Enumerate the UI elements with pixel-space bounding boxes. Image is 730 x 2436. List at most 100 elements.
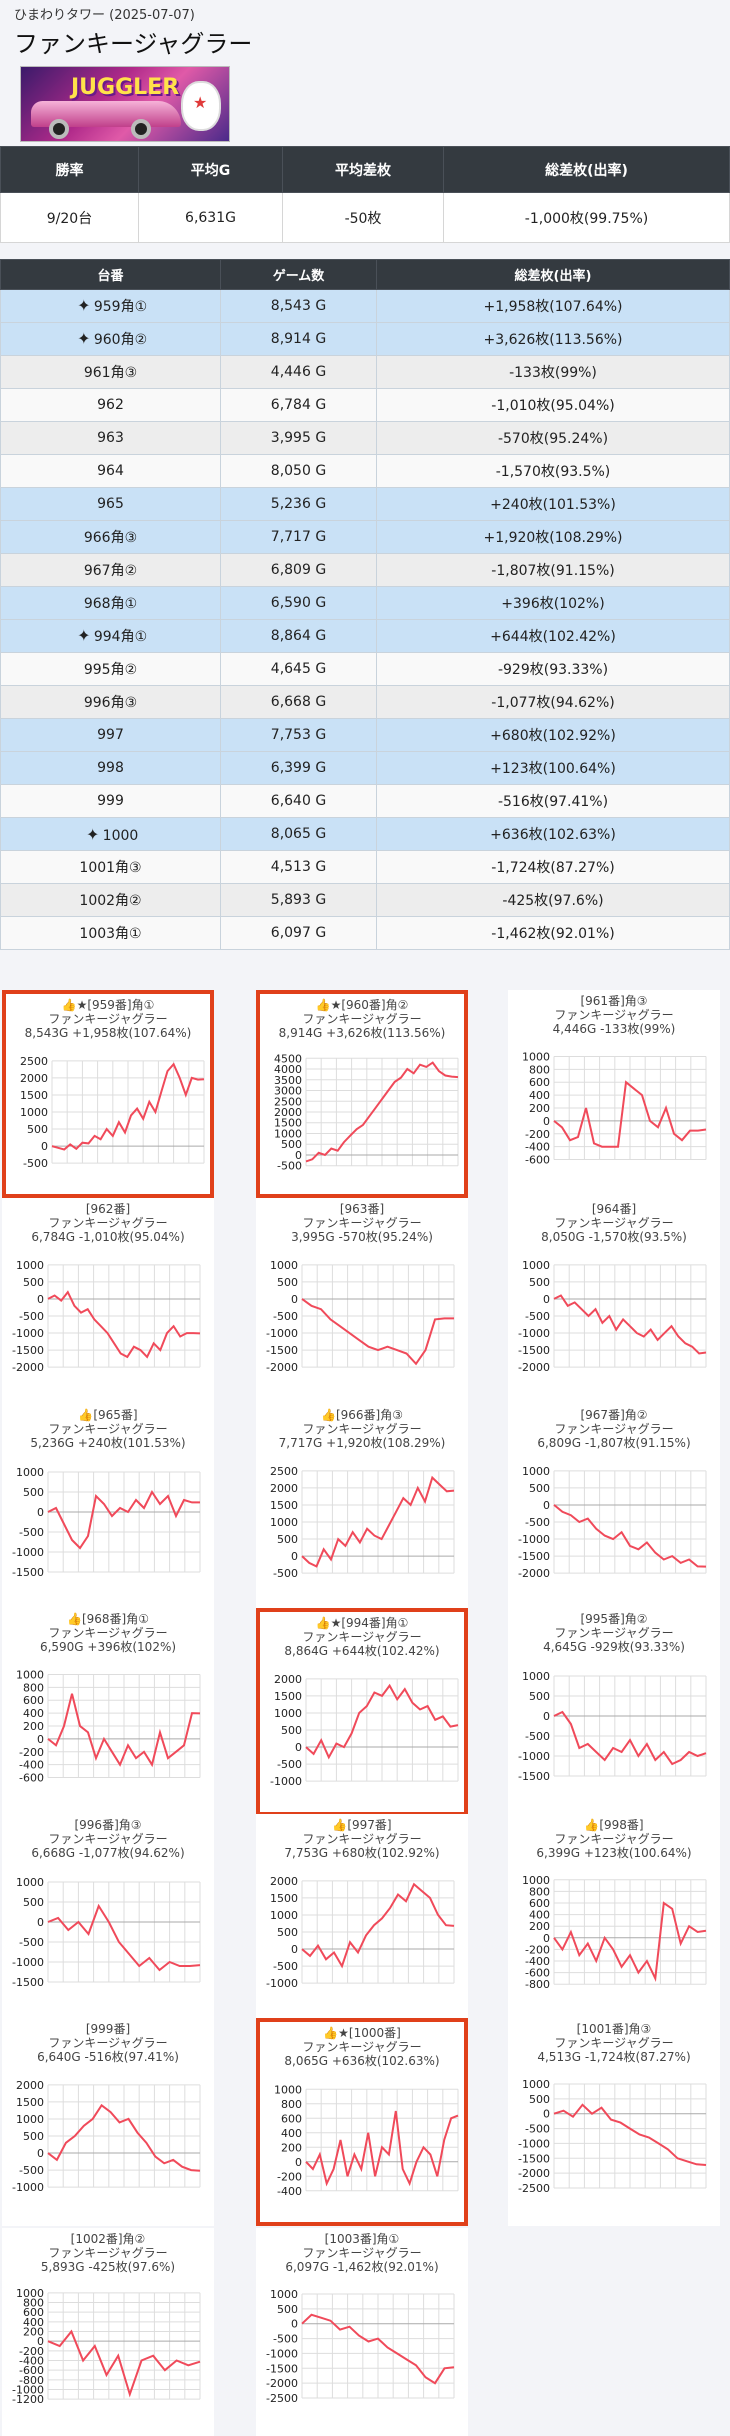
table-row[interactable]: 966角③ 7,717 G +1,920枚(108.29%) xyxy=(0,520,730,554)
table-row[interactable]: ✦ 994角① 8,864 G +644枚(102.42%) xyxy=(0,619,730,653)
machine-graph-card[interactable]: 👍★[959番]角① ファンキージャグラー 8,543G +1,958枚(107.6… xyxy=(2,990,214,1198)
machine-graph-card[interactable]: 👍[966番]角③ ファンキージャグラー 7,717G +1,920枚(108.29… xyxy=(256,1404,468,1612)
machine-graph-card[interactable]: [996番]角③ ファンキージャグラー 6,668G -1,077枚(94.62%)… xyxy=(2,1814,214,2022)
table-row[interactable]: 964 8,050 G -1,570枚(93.5%) xyxy=(0,454,730,488)
y-tick-label: 400 xyxy=(23,2316,44,2329)
table-row[interactable]: 963 3,995 G -570枚(95.24%) xyxy=(0,421,730,455)
machine-graph-card[interactable]: [961番]角③ ファンキージャグラー 4,446G -133枚(99%) 1000 8… xyxy=(508,990,720,1198)
detail-header: 総差枚(出率) xyxy=(376,259,730,290)
machine-graph-card[interactable]: [967番]角② ファンキージャグラー 6,809G -1,807枚(91.15%)… xyxy=(508,1404,720,1612)
y-tick-label: 500 xyxy=(529,1482,550,1495)
y-tick-label: 600 xyxy=(23,2306,44,2319)
summary-header: 平均G xyxy=(138,146,283,193)
y-tick-label: 500 xyxy=(277,1533,298,1546)
graph-title: 👍[965番] xyxy=(78,1408,138,1422)
table-row[interactable]: 962 6,784 G -1,010枚(95.04%) xyxy=(0,388,730,422)
graph-subtitle: ファンキージャグラー xyxy=(554,2036,674,2050)
table-row[interactable]: 961角③ 4,446 G -133枚(99%) xyxy=(0,355,730,389)
table-row[interactable]: 996角③ 6,668 G -1,077枚(94.62%) xyxy=(0,685,730,719)
y-tick-label: 0 xyxy=(295,2156,302,2169)
y-tick-label: -200 xyxy=(525,1943,550,1956)
machine-number-cell: ✦ 959角① xyxy=(0,289,221,323)
table-row[interactable]: 997 7,753 G +680枚(102.92%) xyxy=(0,718,730,752)
table-row[interactable]: ✦ 960角② 8,914 G +3,626枚(113.56%) xyxy=(0,322,730,356)
total-diff-cell: -1,077枚(94.62%) xyxy=(376,685,730,719)
graph-stats: 8,050G -1,570枚(93.5%) xyxy=(541,1230,687,1244)
y-tick-label: 0 xyxy=(37,2335,44,2348)
y-tick-label: 1000 xyxy=(270,1259,298,1272)
y-tick-label: 3500 xyxy=(274,1074,302,1087)
graph-stats: 8,543G +1,958枚(107.64%) xyxy=(24,1026,192,1040)
machine-graph-card[interactable]: [995番]角② ファンキージャグラー 4,645G -929枚(93.33%) 10… xyxy=(508,1608,720,1816)
machine-number-cell: ✦ 960角② xyxy=(0,322,221,356)
y-tick-label: -1500 xyxy=(12,1566,44,1579)
machine-number-cell: 995角② xyxy=(0,652,221,686)
y-tick-label: 600 xyxy=(529,1076,550,1089)
graph-subtitle: ファンキージャグラー xyxy=(302,2246,422,2260)
machine-graph-card[interactable]: [1002番]角② ファンキージャグラー 5,893G -425枚(97.6%) 10… xyxy=(2,2228,214,2436)
y-tick-label: -500 xyxy=(19,1936,44,1949)
machine-graph-card[interactable]: [964番] ファンキージャグラー 8,050G -1,570枚(93.5%) 100… xyxy=(508,1198,720,1406)
y-tick-label: -1000 xyxy=(270,1775,302,1788)
y-tick-label: 1000 xyxy=(522,2078,550,2091)
table-row[interactable]: ✦ 959角① 8,543 G +1,958枚(107.64%) xyxy=(0,289,730,323)
table-row[interactable]: 1003角① 6,097 G -1,462枚(92.01%) xyxy=(0,916,730,950)
machine-graph-card[interactable]: [1001番]角③ ファンキージャグラー 4,513G -1,724枚(87.27%… xyxy=(508,2018,720,2226)
machine-number-label: 967角② xyxy=(83,563,138,579)
y-tick-label: 0 xyxy=(543,1932,550,1945)
y-tick-label: 0 xyxy=(37,1733,44,1746)
total-diff-cell: +1,958枚(107.64%) xyxy=(376,289,730,323)
diff-line-chart: 1000 500 0 -500 -1000 -1500 -2000 xyxy=(266,1259,455,1374)
table-row[interactable]: 965 5,236 G +240枚(101.53%) xyxy=(0,487,730,521)
table-row[interactable]: 968角① 6,590 G +396枚(102%) xyxy=(0,586,730,620)
machine-graph-card[interactable]: 👍★[960番]角② ファンキージャグラー 8,914G +3,626枚(113.5… xyxy=(256,990,468,1198)
y-tick-label: -500 xyxy=(525,1516,550,1529)
y-tick-label: 1500 xyxy=(270,1499,298,1512)
machine-graph-card[interactable]: 👍[965番] ファンキージャグラー 5,236G +240枚(101.53%) 10… xyxy=(2,1404,214,1612)
table-row[interactable]: 995角② 4,645 G -929枚(93.33%) xyxy=(0,652,730,686)
diff-line-chart: 2000 1500 1000 500 0 -500 -1000 xyxy=(12,2079,201,2194)
diff-series-line xyxy=(301,1298,454,1366)
y-tick-label: -1000 xyxy=(12,1956,44,1969)
machine-graph-card[interactable]: 👍[968番]角① ファンキージャグラー 6,590G +396枚(102%) 100… xyxy=(2,1608,214,1816)
machine-number-label: 965 xyxy=(97,496,124,512)
y-tick-label: -500 xyxy=(525,1310,550,1323)
machine-graph-card[interactable]: 👍[997番] ファンキージャグラー 7,753G +680枚(102.92%) 20… xyxy=(256,1814,468,2022)
table-row[interactable]: 998 6,399 G +123枚(100.64%) xyxy=(0,751,730,785)
summary-avg-diff: -50枚 xyxy=(282,192,444,243)
graph-subtitle: ファンキージャグラー xyxy=(554,1216,674,1230)
machine-number-label: 1002角② xyxy=(79,893,142,909)
table-row[interactable]: 999 6,640 G -516枚(97.41%) xyxy=(0,784,730,818)
machine-graph-card[interactable]: 👍[998番] ファンキージャグラー 6,399G +123枚(100.64%) 10… xyxy=(508,1814,720,2022)
total-diff-cell: +1,920枚(108.29%) xyxy=(376,520,730,554)
table-row[interactable]: 1001角③ 4,513 G -1,724枚(87.27%) xyxy=(0,850,730,884)
graph-stats: 4,513G -1,724枚(87.27%) xyxy=(537,2050,691,2064)
machine-graph-card[interactable]: [963番] ファンキージャグラー 3,995G -570枚(95.24%) 1000… xyxy=(256,1198,468,1406)
y-tick-label: 3000 xyxy=(274,1085,302,1098)
machine-graph-card[interactable]: [999番] ファンキージャグラー 6,640G -516枚(97.41%) 2000… xyxy=(2,2018,214,2226)
machine-number-label: 959角① xyxy=(93,299,148,315)
game-count-cell: 5,893 G xyxy=(220,883,377,917)
y-tick-label: -2000 xyxy=(518,1567,550,1580)
graph-subtitle: ファンキージャグラー xyxy=(554,1422,674,1436)
y-tick-label: 1000 xyxy=(270,1909,298,1922)
sparkle-icon: ✦ xyxy=(77,296,91,315)
y-tick-label: -2000 xyxy=(518,2167,550,2180)
y-tick-label: 1000 xyxy=(20,1106,48,1119)
y-tick-label: 1000 xyxy=(522,1259,550,1272)
y-tick-label: -2000 xyxy=(266,2377,298,2390)
table-row[interactable]: 1002角② 5,893 G -425枚(97.6%) xyxy=(0,883,730,917)
summary-avg-games: 6,631G xyxy=(138,192,283,243)
y-tick-label: 200 xyxy=(529,1102,550,1115)
table-row[interactable]: 967角② 6,809 G -1,807枚(91.15%) xyxy=(0,553,730,587)
machine-graph-card[interactable]: [962番] ファンキージャグラー 6,784G -1,010枚(95.04%) 10… xyxy=(2,1198,214,1406)
machine-graph-card[interactable]: [1003番]角① ファンキージャグラー 6,097G -1,462枚(92.01%… xyxy=(256,2228,468,2436)
table-row[interactable]: ✦ 1000 8,065 G +636枚(102.63%) xyxy=(0,817,730,851)
machine-number-cell: 961角③ xyxy=(0,355,221,389)
machine-graph-card[interactable]: 👍★[1000番] ファンキージャグラー 8,065G +636枚(102.63%)… xyxy=(256,2018,468,2226)
banner-mascot-art xyxy=(181,81,221,131)
graph-title: [963番] xyxy=(339,1202,385,1216)
machine-graph-card[interactable]: 👍★[994番]角① ファンキージャグラー 8,864G +644枚(102.42%… xyxy=(256,1608,468,1816)
y-tick-label: 0 xyxy=(291,1943,298,1956)
